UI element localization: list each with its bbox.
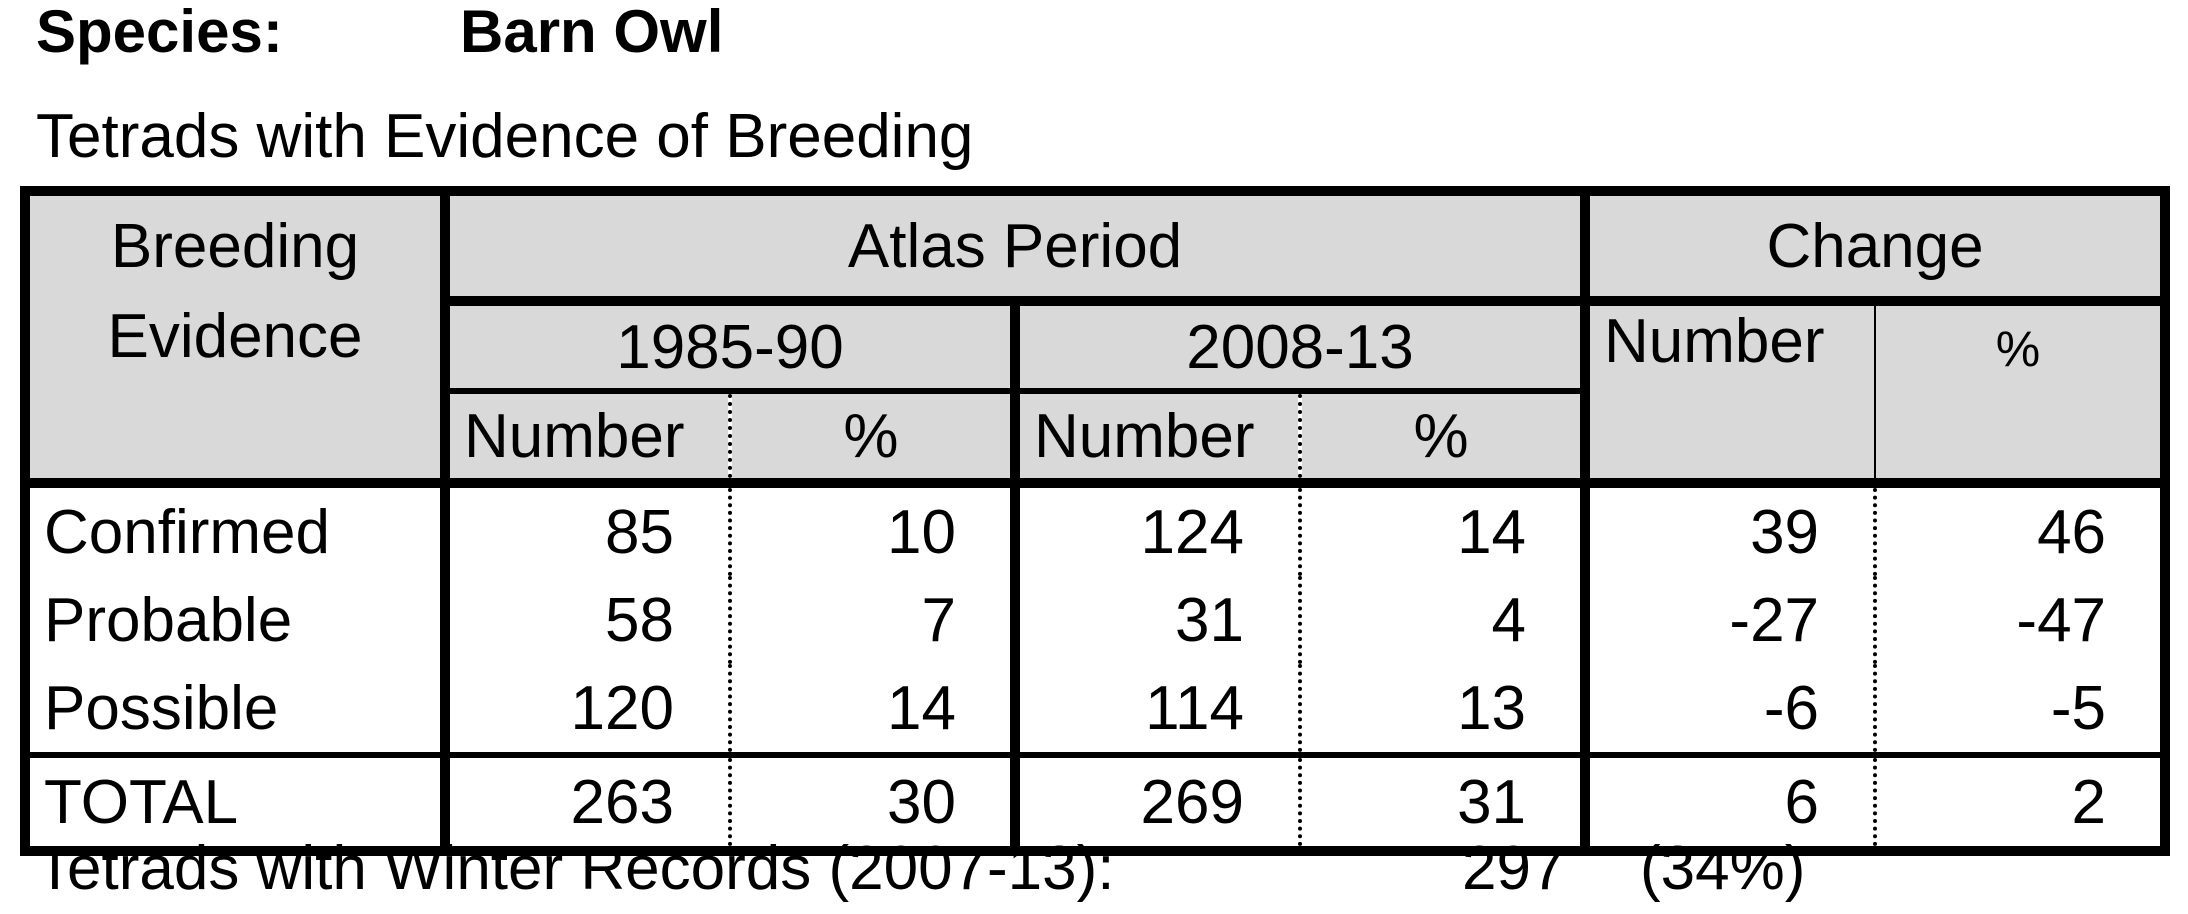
cell-change-percent: -47 (1875, 576, 2171, 664)
cell-total-change-number: 6 (1585, 752, 1878, 856)
cell-p1-percent: 7 (730, 576, 1020, 664)
header-p1-percent: % (728, 388, 1020, 488)
row-label-total: TOTAL (20, 752, 450, 856)
cell-p1-percent: 10 (730, 478, 1020, 576)
header-change-number: Number (1580, 296, 1877, 488)
cell-change-number: -6 (1585, 664, 1878, 755)
cell-p1-number: 85 (445, 478, 732, 576)
cell-change-percent: -5 (1875, 664, 2171, 755)
cell-p2-number: 31 (1015, 576, 1302, 664)
row-label: Possible (20, 664, 450, 755)
species-label: Species: (36, 0, 283, 65)
cell-p2-percent: 14 (1300, 478, 1591, 576)
cell-p1-number: 58 (445, 576, 732, 664)
row-label: Confirmed (20, 478, 450, 576)
header-period-1985-90: 1985-90 (440, 296, 1020, 394)
table-row: Probable 58 7 31 4 -27 -47 (20, 576, 2171, 664)
species-heading: Species: Barn Owl (36, 0, 723, 64)
header-p2-percent: % (1297, 388, 1591, 488)
header-period-2008-13: 2008-13 (1009, 296, 1591, 394)
header-breeding-evidence: Breeding Evidence (20, 186, 450, 488)
cell-total-p2-number: 269 (1015, 752, 1302, 856)
header-p2-number: Number (1010, 388, 1302, 488)
cell-p2-number: 124 (1015, 478, 1302, 576)
winter-records-percent: (34%) (1640, 834, 1806, 903)
table-row-total: TOTAL 263 30 269 31 6 2 (20, 752, 2171, 856)
header-breeding-evidence-line2: Evidence (107, 302, 363, 371)
cell-total-change-percent: 2 (1875, 752, 2171, 856)
breeding-evidence-table: Breeding Evidence Atlas Period Change 19… (20, 186, 2171, 856)
header-p1-number: Number (440, 388, 732, 488)
cell-total-p1-number: 263 (445, 752, 732, 856)
cell-total-p1-percent: 30 (730, 752, 1020, 856)
row-label: Probable (20, 576, 450, 664)
species-name: Barn Owl (460, 0, 724, 65)
cell-change-number: -27 (1585, 576, 1878, 664)
header-atlas-period: Atlas Period (439, 186, 1591, 306)
cell-p2-number: 114 (1015, 664, 1302, 755)
cell-total-p2-percent: 31 (1300, 752, 1591, 856)
cell-change-percent: 46 (1875, 478, 2171, 576)
header-breeding-evidence-line1: Breeding (110, 212, 360, 281)
cell-p1-percent: 14 (730, 664, 1020, 755)
winter-records-line: Tetrads with Winter Records (2007-13): 2… (36, 834, 1805, 904)
cell-p2-percent: 13 (1300, 664, 1591, 755)
cell-p1-number: 120 (445, 664, 732, 755)
cell-p2-percent: 4 (1300, 576, 1591, 664)
cell-change-number: 39 (1585, 478, 1878, 576)
winter-records-label: Tetrads with Winter Records (2007-13): (36, 834, 1115, 903)
header-change-percent: % (1874, 296, 2171, 488)
table-row: Possible 120 14 114 13 -6 -5 (20, 664, 2171, 755)
table-subtitle: Tetrads with Evidence of Breeding (36, 102, 974, 171)
header-change: Change (1580, 186, 2171, 306)
winter-records-value: 297 (1462, 834, 1566, 903)
table-row: Confirmed 85 10 124 14 39 46 (20, 478, 2171, 576)
